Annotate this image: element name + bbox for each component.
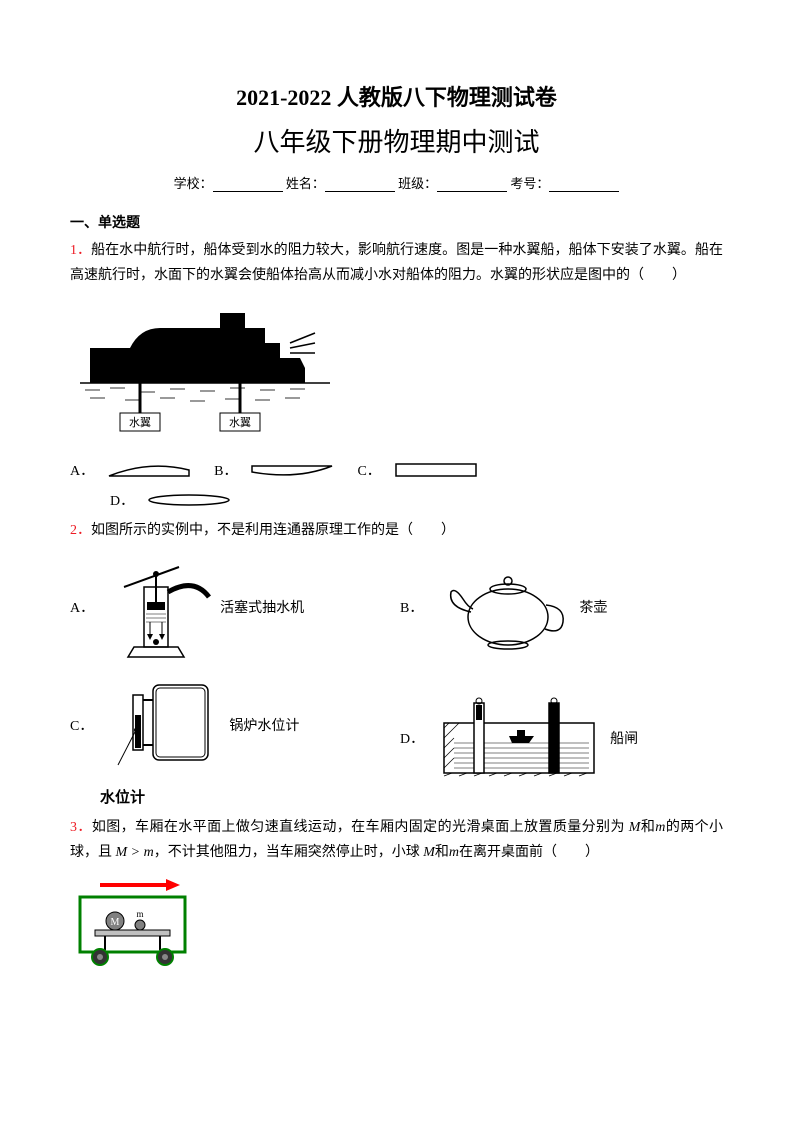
q2-row1: A． 活塞式抽水机 [70,552,723,662]
hydrofoil-shape-b-icon [247,458,337,482]
q1-optB-label: B． [214,460,237,480]
name-blank[interactable] [325,176,395,192]
hydrofoil-shape-a-icon [104,458,194,482]
q1-options-row2: D． [70,490,723,510]
q2-optB-label: B． [400,597,423,617]
page-title-2: 八年级下册物理期中测试 [70,122,723,159]
q3-text-p3: ，不计其他阻力，当车厢突然停止时，小球 [154,845,420,860]
q2-optD-label: D． [400,728,424,748]
q3-var-m1: m [655,820,665,835]
piston-pump-icon [104,552,214,662]
boiler-gauge-icon [103,670,223,780]
q2-optA-label: A． [70,597,94,617]
q2-optA-text: 活塞式抽水机 [220,597,304,617]
q3-var-m2: m [449,845,459,860]
school-blank[interactable] [213,176,283,192]
q2-option-a[interactable]: A． 活塞式抽水机 [70,552,370,662]
teapot-icon [433,557,573,657]
q1-optA-label: A． [70,460,94,480]
q2-option-c[interactable]: C． 锅炉水位计 水位计 [70,670,370,807]
hydrofoil-shape-c-icon [391,458,481,482]
q3-and2: 和 [435,845,449,860]
student-info-line: 学校： 姓名： 班级： 考号： [70,173,723,192]
name-label: 姓名： [286,176,325,191]
question-3: 3．如图，车厢在水平面上做匀速直线运动，在车厢内固定的光滑桌面上放置质量分别为 … [70,815,723,865]
svg-text:水翼: 水翼 [229,416,251,429]
q2-optC-text: 锅炉水位计 [229,715,299,735]
question-2: 2．如图所示的实例中，不是利用连通器原理工作的是（ ） [70,518,723,543]
q3-and1: 和 [640,820,655,835]
q1-optD-label: D． [110,490,134,510]
class-label: 班级： [398,176,437,191]
q3-var-M2: M [423,845,435,860]
q2-option-d[interactable]: D． [400,670,700,807]
q2-optC-label: C． [70,715,93,735]
page-title-1: 2021-2022 人教版八下物理测试卷 [70,80,723,112]
school-label: 学校： [174,176,213,191]
question-1: 1．船在水中航行时，船体受到水的阻力较大，影响航行速度。图是一种水翼船，船体下安… [70,238,723,288]
ship-lock-icon [434,688,604,788]
q1-options-row1: A． B． C． [70,458,723,482]
q3-text-p1: 如图，车厢在水平面上做匀速直线运动，在车厢内固定的光滑桌面上放置质量分别为 [92,820,625,835]
class-blank[interactable] [437,176,507,192]
svg-text:水翼: 水翼 [129,416,151,429]
q2-number: 2． [70,523,91,538]
q3-text-p4: 在离开桌面前（ ） [459,845,599,860]
q2-text: 如图所示的实例中，不是利用连通器原理工作的是（ ） [91,523,455,538]
examid-blank[interactable] [549,176,619,192]
q2-row2: C． 锅炉水位计 水位计 D． [70,670,723,807]
q1-number: 1． [70,243,91,258]
section-heading: 一、单选题 [70,212,723,232]
q1-ship-diagram: 水翼 水翼 [70,298,723,448]
q1-text: 船在水中航行时，船体受到水的阻力较大，影响航行速度。图是一种水翼船，船体下安装了… [70,243,723,283]
svg-text:M: M [111,917,120,928]
examid-label: 考号： [510,176,549,191]
q1-option-b[interactable]: B． [214,458,337,482]
q1-option-a[interactable]: A． [70,458,194,482]
q3-ineq: M > m [116,845,154,860]
q1-optC-label: C． [357,460,380,480]
q3-var-M1: M [629,820,641,835]
q3-number: 3． [70,820,92,835]
q1-option-d[interactable]: D． [110,490,234,510]
hydrofoil-shape-d-icon [144,490,234,510]
q2-option-b[interactable]: B． 茶壶 [400,552,700,662]
q1-option-c[interactable]: C． [357,458,480,482]
q3-cart-diagram: M m [70,875,723,970]
q2-optB-text: 茶壶 [579,597,607,617]
q2-optC-caption: 水位计 [100,786,145,807]
svg-text:m: m [136,909,143,919]
q2-optD-text: 船闸 [610,728,638,748]
